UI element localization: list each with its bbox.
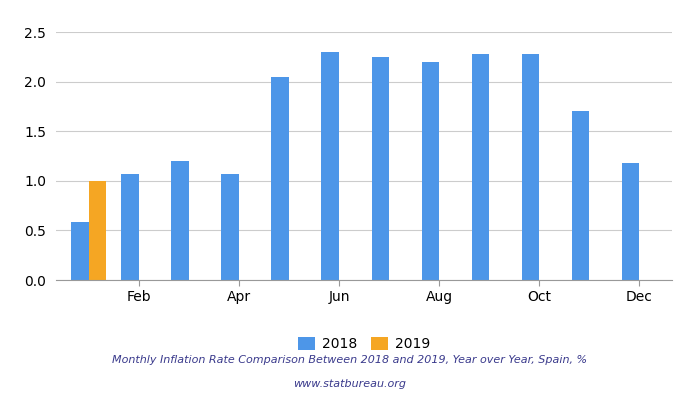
- Bar: [522, 54, 539, 280]
- Bar: [572, 111, 589, 280]
- Text: www.statbureau.org: www.statbureau.org: [293, 379, 407, 389]
- Bar: [321, 52, 339, 280]
- Bar: [221, 174, 239, 280]
- Bar: [121, 174, 139, 280]
- Bar: [71, 222, 89, 280]
- Bar: [372, 57, 389, 280]
- Bar: [89, 181, 106, 280]
- Bar: [472, 54, 489, 280]
- Bar: [622, 163, 639, 280]
- Bar: [421, 62, 439, 280]
- Bar: [172, 161, 189, 280]
- Text: Monthly Inflation Rate Comparison Between 2018 and 2019, Year over Year, Spain, : Monthly Inflation Rate Comparison Betwee…: [113, 355, 587, 365]
- Bar: [272, 77, 289, 280]
- Legend: 2018, 2019: 2018, 2019: [293, 332, 435, 357]
